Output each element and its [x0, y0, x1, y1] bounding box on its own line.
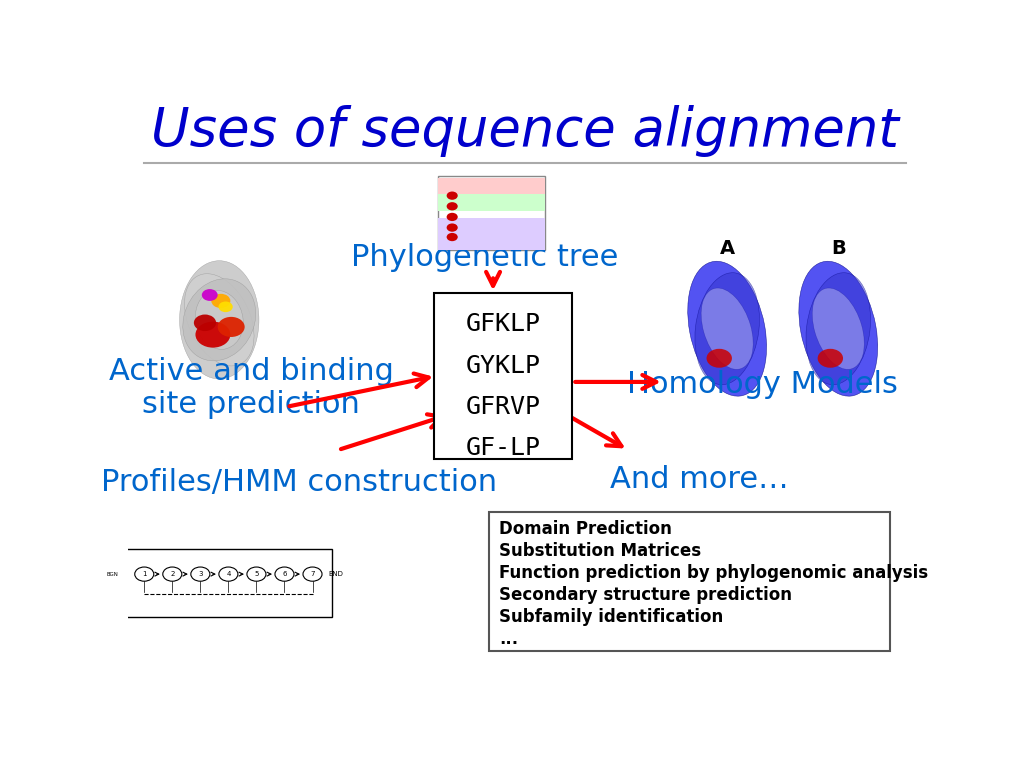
Text: 2: 2	[170, 571, 174, 577]
Ellipse shape	[695, 273, 760, 385]
Circle shape	[194, 315, 216, 331]
Circle shape	[163, 567, 182, 581]
Text: Function prediction by phylogenomic analysis: Function prediction by phylogenomic anal…	[500, 564, 929, 581]
Text: Uses of sequence alignment: Uses of sequence alignment	[151, 104, 899, 157]
Bar	[122, 549, 333, 617]
Circle shape	[218, 317, 245, 337]
Text: Subfamily identification: Subfamily identification	[500, 607, 724, 626]
Text: Substitution Matrices: Substitution Matrices	[500, 541, 701, 560]
Bar	[438, 177, 545, 194]
Text: GFKLP: GFKLP	[466, 313, 541, 336]
Text: B: B	[830, 240, 846, 258]
Circle shape	[446, 202, 458, 210]
Text: Active and binding
site prediction: Active and binding site prediction	[109, 356, 393, 419]
Circle shape	[275, 567, 294, 581]
Text: And more…: And more…	[610, 465, 788, 494]
Circle shape	[446, 213, 458, 221]
Circle shape	[817, 349, 843, 368]
Ellipse shape	[196, 290, 244, 349]
Text: GFRVP: GFRVP	[466, 395, 541, 419]
Circle shape	[707, 349, 732, 368]
Text: A: A	[720, 240, 735, 258]
Text: 4: 4	[226, 571, 230, 577]
Text: 5: 5	[254, 571, 259, 577]
Bar	[438, 218, 545, 250]
Text: Domain Prediction: Domain Prediction	[500, 520, 673, 538]
Text: Profiles/HMM construction: Profiles/HMM construction	[100, 468, 497, 497]
Text: BGN: BGN	[106, 571, 118, 577]
Text: 6: 6	[283, 571, 287, 577]
Circle shape	[446, 223, 458, 232]
Bar	[438, 177, 545, 250]
Circle shape	[218, 302, 232, 312]
Circle shape	[219, 567, 238, 581]
Ellipse shape	[179, 260, 259, 379]
Text: GYKLP: GYKLP	[466, 353, 541, 378]
Text: ...: ...	[500, 630, 518, 648]
Circle shape	[247, 567, 266, 581]
Ellipse shape	[812, 288, 864, 369]
Circle shape	[446, 233, 458, 241]
Ellipse shape	[688, 261, 767, 396]
Text: 7: 7	[310, 571, 314, 577]
Circle shape	[202, 289, 218, 301]
Text: END: END	[329, 571, 343, 577]
Bar	[438, 194, 545, 210]
Circle shape	[190, 567, 210, 581]
Ellipse shape	[184, 273, 254, 366]
Text: Phylogenetic tree: Phylogenetic tree	[351, 243, 618, 272]
Ellipse shape	[799, 261, 878, 396]
Circle shape	[135, 567, 154, 581]
Text: 1: 1	[142, 571, 146, 577]
Text: GF-LP: GF-LP	[466, 436, 541, 461]
Text: Secondary structure prediction: Secondary structure prediction	[500, 586, 793, 604]
Ellipse shape	[701, 288, 754, 369]
Text: 3: 3	[198, 571, 203, 577]
Ellipse shape	[183, 279, 256, 361]
Circle shape	[303, 567, 322, 581]
Circle shape	[446, 191, 458, 200]
Bar	[433, 293, 572, 458]
Circle shape	[196, 322, 230, 348]
Bar	[489, 512, 890, 651]
Circle shape	[211, 294, 230, 308]
Text: Homology Models: Homology Models	[628, 370, 898, 399]
Ellipse shape	[806, 273, 870, 385]
